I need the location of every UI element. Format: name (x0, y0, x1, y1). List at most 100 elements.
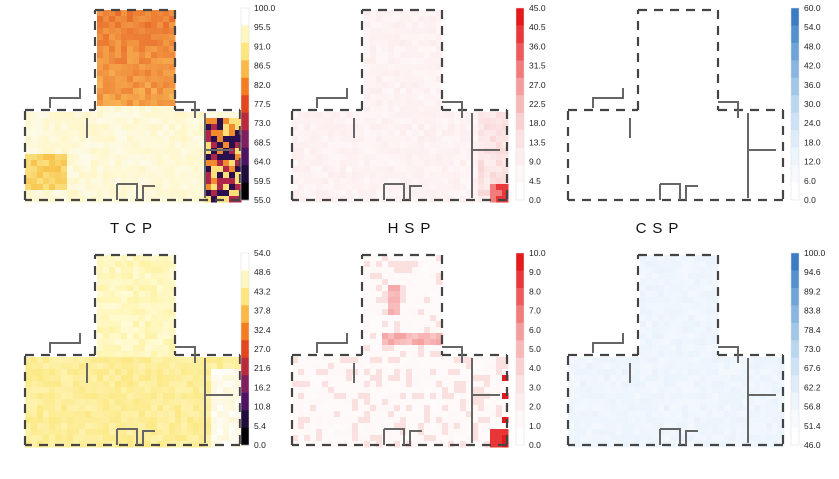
heat-cell (235, 184, 242, 191)
heat-cell (175, 112, 182, 119)
heat-cell (193, 423, 200, 430)
heat-cell (382, 393, 389, 400)
heat-cell (181, 148, 188, 155)
heat-cell (31, 423, 38, 430)
heat-cell (496, 363, 503, 370)
heat-cell (574, 363, 581, 370)
heat-cell (622, 375, 629, 382)
heat-cell (442, 441, 449, 448)
heat-cell (610, 423, 617, 430)
heat-cell (454, 417, 461, 424)
heat-cell (157, 351, 164, 358)
heat-cell (430, 345, 437, 352)
heat-cell (55, 375, 62, 382)
heat-cell (616, 369, 623, 376)
colorbar-frame (240, 7, 250, 201)
heat-cell (85, 112, 92, 119)
heat-cell (412, 267, 419, 274)
heat-cell (406, 52, 413, 59)
heat-cell (754, 393, 761, 400)
heat-cell (418, 429, 425, 436)
heat-cell (442, 154, 449, 161)
heat-cell (712, 333, 719, 340)
heat-cell (712, 369, 719, 376)
heat-cell (211, 118, 218, 125)
heat-cell (121, 124, 128, 131)
heat-cell (127, 76, 134, 83)
heat-cell (382, 441, 389, 448)
heat-cell (598, 387, 605, 394)
heat-cell (67, 363, 74, 370)
heat-cell (217, 112, 224, 119)
colorbar-top-csp: 60.054.048.042.036.030.024.018.012.06.00… (790, 3, 821, 205)
heat-cell (460, 423, 467, 430)
heat-cell (472, 178, 479, 185)
heat-cell (694, 387, 701, 394)
heat-cell (742, 405, 749, 412)
heat-cell (127, 16, 134, 23)
heat-cell (145, 40, 152, 47)
heat-cell (163, 154, 170, 161)
heat-cell (574, 429, 581, 436)
heat-cell (382, 40, 389, 47)
heat-cell (658, 411, 665, 418)
heat-cell (193, 130, 200, 137)
heat-cell (151, 16, 158, 23)
heat-cell (454, 387, 461, 394)
heat-cell (334, 399, 341, 406)
heat-cell (412, 441, 419, 448)
heat-cell (310, 178, 317, 185)
heat-cell (115, 327, 122, 334)
heat-cell (382, 381, 389, 388)
heat-cell (652, 417, 659, 424)
heat-cell (424, 291, 431, 298)
heat-cell (412, 363, 419, 370)
heat-cell (103, 273, 110, 280)
colorbar-swatch (516, 410, 524, 428)
heat-cell (754, 369, 761, 376)
heat-cell (766, 363, 773, 370)
heat-cell (376, 172, 383, 179)
heat-cell (127, 184, 134, 191)
heat-cell (145, 118, 152, 125)
heat-cell (193, 178, 200, 185)
heat-cell (622, 357, 629, 364)
heat-cell (157, 429, 164, 436)
heat-cell (61, 136, 68, 143)
heat-cell (97, 106, 104, 113)
heat-cell (103, 106, 110, 113)
heat-cell (31, 399, 38, 406)
heat-cell (628, 381, 635, 388)
heat-cell (694, 339, 701, 346)
heat-cell (622, 417, 629, 424)
heat-cell (109, 279, 116, 286)
heat-cell (682, 375, 689, 382)
heat-cell (436, 429, 443, 436)
heat-cell (235, 136, 242, 143)
heat-cell (139, 106, 146, 113)
heat-cell (412, 405, 419, 412)
heat-cell (73, 154, 80, 161)
heat-cell (73, 184, 80, 191)
heat-cell (370, 172, 377, 179)
heat-cell (376, 160, 383, 167)
heat-cell (157, 441, 164, 448)
heat-cell (364, 184, 371, 191)
heat-cell (430, 417, 437, 424)
heat-cell (25, 190, 32, 197)
heat-cell (346, 190, 353, 197)
heat-cell (67, 184, 74, 191)
heat-cell (502, 142, 509, 149)
heat-cell (364, 285, 371, 292)
heat-cell (163, 351, 170, 358)
colorbar-swatch (516, 253, 524, 271)
heat-cell (760, 369, 767, 376)
heat-cell (376, 16, 383, 23)
colorbar-tick-label: 10.8 (254, 402, 271, 412)
heat-cell (181, 160, 188, 167)
heat-cell (67, 417, 74, 424)
heat-cell (400, 130, 407, 137)
heat-cell (187, 375, 194, 382)
heat-cell (97, 142, 104, 149)
heat-cell (103, 94, 110, 101)
